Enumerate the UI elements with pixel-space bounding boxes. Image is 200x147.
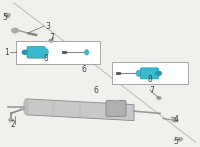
Text: 7: 7 [150,86,154,95]
FancyBboxPatch shape [140,68,159,79]
Ellipse shape [42,49,48,56]
Circle shape [49,39,53,42]
Circle shape [22,50,28,54]
Text: 8: 8 [43,54,48,63]
Circle shape [8,118,14,122]
Ellipse shape [136,71,141,76]
Text: 6: 6 [94,86,98,95]
Text: 5: 5 [174,137,178,146]
FancyBboxPatch shape [112,62,188,84]
Text: 1: 1 [5,48,9,57]
Text: 5: 5 [3,13,7,22]
Circle shape [172,118,178,122]
Ellipse shape [112,100,120,103]
Circle shape [157,96,161,100]
Text: 8: 8 [148,75,152,83]
Polygon shape [26,99,134,121]
FancyBboxPatch shape [27,46,45,58]
Text: 7: 7 [50,33,54,42]
Text: 3: 3 [46,22,50,31]
Ellipse shape [24,99,29,115]
Circle shape [177,137,183,141]
Circle shape [21,107,25,110]
FancyBboxPatch shape [16,41,100,64]
Circle shape [11,28,19,33]
Text: 6: 6 [82,65,86,74]
Text: 2: 2 [11,121,15,130]
Circle shape [4,13,10,17]
Text: 4: 4 [174,115,178,124]
Ellipse shape [85,50,88,55]
Circle shape [156,71,161,75]
FancyBboxPatch shape [106,100,126,116]
